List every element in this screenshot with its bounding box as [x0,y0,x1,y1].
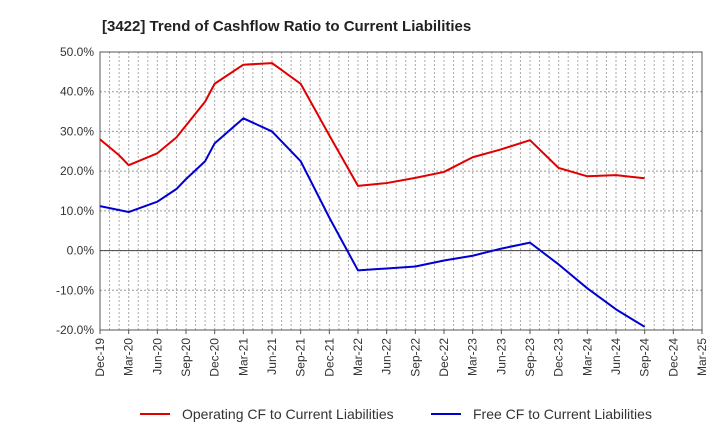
x-tick-label: Dec-19 [93,338,107,377]
x-tick-label: Mar-21 [236,338,250,376]
x-tick-label: Jun-24 [609,338,623,375]
chart-title: [3422] Trend of Cashflow Ratio to Curren… [102,18,471,35]
x-tick-label: Dec-24 [666,338,680,377]
x-tick-label: Sep-24 [638,338,652,377]
x-tick-label: Dec-22 [437,338,451,377]
x-tick-label: Jun-23 [494,338,508,375]
x-tick-label: Jun-21 [265,338,279,375]
x-tick-label: Jun-20 [150,338,164,375]
legend: Operating CF to Current Liabilities Free… [140,406,652,422]
y-tick-label: -20.0% [56,323,94,337]
x-axis-tick-labels: Dec-19 Mar-20 Jun-20 Sep-20 Dec-20 Mar-21 Jun-… [93,330,709,377]
series-line-1 [99,117,646,328]
y-tick-label: 40.0% [60,85,94,99]
y-tick-label: 10.0% [60,204,94,218]
x-tick-label: Sep-22 [408,338,422,377]
legend-label-operating-cf: Operating CF to Current Liabilities [182,406,394,422]
x-tick-label: Mar-20 [122,338,136,376]
x-tick-label: Sep-21 [294,338,308,377]
series-lines [99,62,646,328]
x-tick-label: Mar-25 [695,338,709,376]
legend-label-free-cf: Free CF to Current Liabilities [473,406,652,422]
x-tick-label: Jun-22 [380,338,394,375]
series-line-0 [99,62,645,187]
y-tick-label: 20.0% [60,164,94,178]
x-tick-label: Dec-23 [552,338,566,377]
y-tick-label: 0.0% [67,244,95,258]
x-tick-label: Mar-24 [580,338,594,376]
x-tick-label: Sep-23 [523,338,537,377]
grid [100,52,702,330]
y-axis-tick-labels: -20.0% -10.0% 0.0% 10.0% 20.0% 30.0% 40.0% 50.0… [56,45,94,337]
x-tick-label: Dec-20 [208,338,222,377]
x-tick-label: Dec-21 [322,338,336,377]
y-tick-label: -10.0% [56,283,94,297]
plot-frame [99,51,703,331]
y-tick-label: 50.0% [60,45,94,59]
x-tick-label: Mar-23 [466,338,480,376]
x-tick-label: Sep-20 [179,338,193,377]
y-tick-label: 30.0% [60,124,94,138]
x-tick-label: Mar-22 [351,338,365,376]
